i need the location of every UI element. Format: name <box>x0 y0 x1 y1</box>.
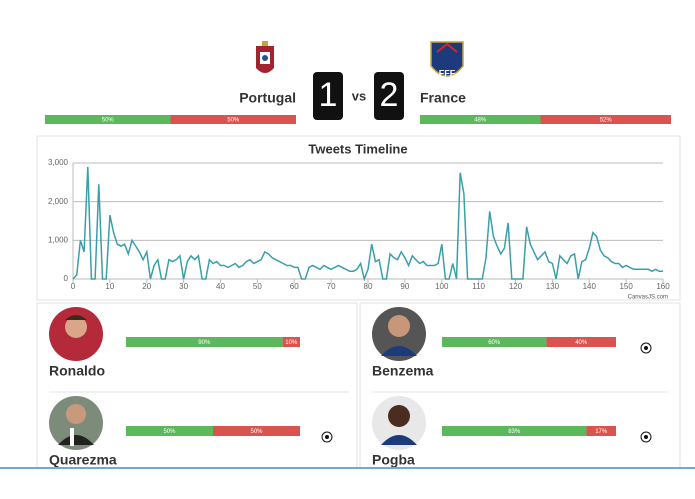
share-bar <box>442 337 547 347</box>
x-tick-label: 150 <box>619 282 633 291</box>
portugal-crest <box>256 41 274 73</box>
share-bar <box>126 337 283 347</box>
share-label: 83% <box>508 429 521 435</box>
share-label: 60% <box>488 340 501 346</box>
x-tick-label: 100 <box>435 282 449 291</box>
x-tick-label: 30 <box>179 282 188 291</box>
score: 1 <box>319 76 338 114</box>
player-name: Pogba <box>372 452 415 468</box>
y-tick-label: 3,000 <box>48 158 69 167</box>
x-tick-label: 50 <box>253 282 262 291</box>
x-tick-label: 10 <box>105 282 114 291</box>
y-tick-label: 0 <box>64 274 69 283</box>
svg-text:FFF: FFF <box>439 68 456 78</box>
share-label: 50% <box>250 429 263 435</box>
chart-title: Tweets Timeline <box>308 141 407 156</box>
score-box <box>313 72 343 120</box>
share-label: 17% <box>595 429 608 435</box>
x-tick-label: 0 <box>71 282 76 291</box>
chart-panel <box>36 135 681 301</box>
share-label: 90% <box>198 340 211 346</box>
share-label: 40% <box>575 340 588 346</box>
france-crest: FFF <box>430 41 464 78</box>
share-bar <box>546 337 616 347</box>
share-bar <box>170 115 296 124</box>
share-bar <box>586 426 616 436</box>
photo <box>49 396 103 450</box>
y-tick-label: 2,000 <box>48 197 69 206</box>
x-tick-label: 80 <box>364 282 373 291</box>
x-tick-label: 140 <box>583 282 597 291</box>
player-name: Ronaldo <box>49 363 105 379</box>
share-bar <box>45 115 171 124</box>
share-label: 50% <box>227 118 240 124</box>
share-label: 10% <box>285 340 298 346</box>
x-tick-label: 110 <box>472 282 485 291</box>
ball-icon <box>321 431 333 443</box>
share-bar <box>540 115 671 124</box>
y-tick-label: 1,000 <box>48 235 69 244</box>
credit: CanvasJS.com <box>628 295 668 301</box>
x-tick-label: 120 <box>509 282 523 291</box>
share-bar <box>213 426 300 436</box>
share-bar <box>126 426 213 436</box>
player-name: Benzema <box>372 363 434 379</box>
line-series <box>72 166 663 282</box>
x-tick-label: 90 <box>400 282 409 291</box>
x-tick-label: 20 <box>142 282 151 291</box>
share-bar <box>442 426 587 436</box>
vs: vs <box>352 88 366 103</box>
team-name: France <box>420 90 466 106</box>
ball-icon <box>640 342 652 354</box>
photo <box>49 307 103 361</box>
team-name: Portugal <box>239 90 296 106</box>
ball-icon <box>640 431 652 443</box>
x-tick-label: 60 <box>290 282 299 291</box>
share-label: 50% <box>163 429 176 435</box>
x-tick-label: 70 <box>327 282 336 291</box>
photo <box>372 307 426 361</box>
footer-mask <box>0 467 695 494</box>
share-bar <box>282 337 300 347</box>
score: 2 <box>380 76 399 114</box>
share-label: 48% <box>474 118 487 124</box>
share-label: 52% <box>600 118 613 124</box>
score-box <box>374 72 404 120</box>
share-bar <box>420 115 541 124</box>
share-label: 50% <box>102 118 115 124</box>
photo <box>372 396 426 450</box>
x-tick-label: 160 <box>656 282 670 291</box>
x-tick-label: 40 <box>216 282 225 291</box>
player-name: Quarezma <box>49 452 117 468</box>
x-tick-label: 130 <box>546 282 560 291</box>
